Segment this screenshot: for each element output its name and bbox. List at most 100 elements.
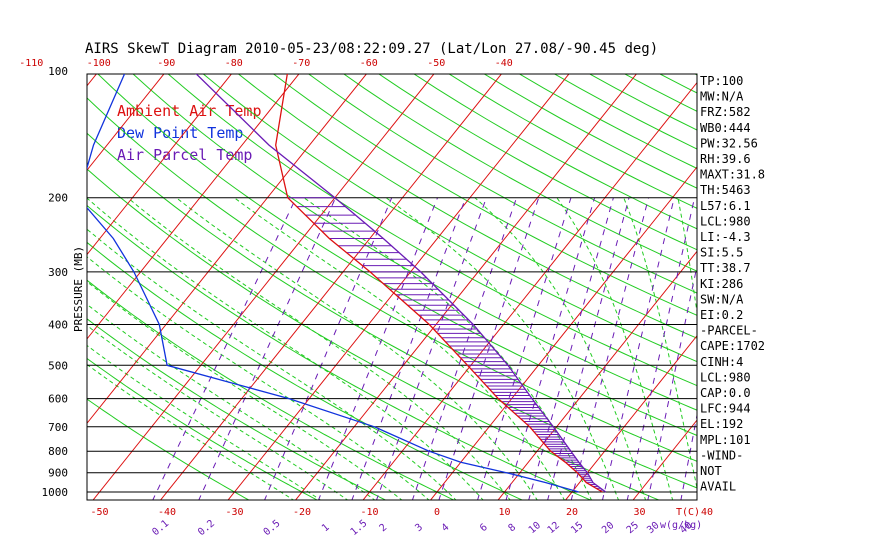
legend: Ambient Air Temp Dew Point Temp Air Parcel… (117, 102, 262, 164)
top-temperature-tick-label: -50 (427, 58, 445, 69)
mixing-ratio-unit-label: w(g/kg) (660, 520, 702, 531)
y-axis-label: PRESSURE (MB) (72, 246, 85, 332)
mixing-ratio-tick-label: 20 (600, 520, 616, 536)
mixing-ratio-line (198, 197, 337, 500)
dry-adiabat-line (378, 74, 697, 251)
top-temperature-tick-label: -90 (157, 58, 175, 69)
isotherm-line (159, 74, 503, 500)
pressure-tick-label: 200 (48, 192, 68, 205)
dry-adiabat-line (343, 74, 697, 272)
isotherm-line (362, 81, 697, 500)
mixing-ratio-line (411, 197, 518, 500)
sounding-index-entry: LI:-4.3 (700, 230, 751, 244)
dry-adiabat-line (87, 97, 697, 462)
mixing-ratio-line (528, 197, 614, 500)
top-temperature-tick-label: -70 (292, 58, 310, 69)
isotherm-line (87, 74, 368, 425)
mixing-ratio-tick-label: 8 (507, 522, 519, 534)
sounding-index-entry: CAP:0.0 (700, 386, 751, 400)
mixing-ratio-tick-label: 6 (478, 522, 490, 534)
top-temperature-tick-label: -80 (225, 58, 243, 69)
sounding-index-entry: FRZ:582 (700, 105, 751, 119)
plot-frame (86, 73, 698, 501)
isotherm-line (767, 30, 870, 501)
mixing-ratio-line (601, 197, 675, 500)
moist-adiabat-line (87, 197, 484, 500)
sounding-index-entry: CINH:4 (700, 355, 743, 369)
mixing-ratio-line (570, 197, 650, 500)
top-temperature-tick-label: -40 (495, 58, 513, 69)
dry-adiabat-line (87, 204, 592, 500)
top-temperature-tick-label: -100 (87, 58, 111, 69)
moist-adiabat-line (87, 303, 376, 500)
moist-adiabat-line (87, 281, 403, 500)
bottom-temperature-tick-label: -30 (225, 507, 243, 518)
pressure-tick-label: 500 (48, 359, 68, 372)
dry-adiabat-line (87, 398, 250, 500)
dry-adiabat-line (518, 74, 697, 169)
moist-adiabat-line (623, 197, 697, 491)
sounding-index-entry: CAPE:1702 (700, 339, 765, 353)
mixing-ratio-tick-label: 15 (569, 520, 585, 536)
sounding-index-entry: AVAIL (700, 480, 736, 494)
isotherm-line (87, 74, 300, 340)
dry-adiabat-line (167, 74, 697, 387)
moist-adiabat-line (556, 197, 674, 500)
isotherm-line (87, 74, 165, 171)
moist-adiabat-line (87, 344, 322, 500)
bottom-temperature-tick-label: -20 (293, 507, 311, 518)
sounding-index-entry: LCL:980 (700, 370, 751, 384)
isotherm-line (564, 334, 697, 500)
sounding-index-entry: RH:39.6 (700, 152, 751, 166)
mixing-ratio-line (438, 197, 540, 500)
sounding-index-entry: -PARCEL- (700, 324, 758, 338)
sounding-index-entry: TH:5463 (700, 183, 751, 197)
mixing-ratio-line (647, 263, 697, 500)
dry-adiabat-line (588, 74, 697, 131)
sounding-index-entry: SW:N/A (700, 292, 744, 306)
bottom-temperature-tick-label: -50 (90, 507, 108, 518)
sounding-index-entry: TP:100 (700, 74, 743, 88)
sounding-index-entry: KI:286 (700, 277, 743, 291)
bottom-temperature-tick-label: -10 (360, 507, 378, 518)
isotherm-line (92, 74, 435, 500)
pressure-tick-label: 100 (48, 65, 68, 78)
sounding-index-entry: MAXT:31.8 (700, 168, 765, 182)
legend-entry: Ambient Air Temp (117, 102, 262, 120)
sounding-index-entry: EL:192 (700, 417, 743, 431)
pressure-tick-label: 300 (48, 266, 68, 279)
ambient-air-temp-curve (275, 74, 603, 493)
mixing-ratio-line (680, 412, 697, 500)
bottom-temperature-tick-label: 10 (498, 507, 510, 518)
grid-lines (87, 30, 870, 501)
mixing-ratio-line (547, 197, 630, 500)
dry-adiabat-line (87, 318, 387, 500)
mixing-ratio-tick-label: 4 (440, 522, 452, 534)
mixing-ratio-tick-label: 2 (378, 522, 390, 534)
sounding-curves (87, 74, 607, 493)
dry-adiabat-line (272, 74, 697, 316)
mixing-ratio-tick-label: 1 (320, 522, 332, 534)
dew-point-temp-curve (87, 74, 579, 493)
top-temperature-tick-label: -110 (19, 58, 43, 69)
mixing-ratio-tick-label: 10 (527, 520, 543, 536)
sounding-index-entry: EI:0.2 (700, 308, 743, 322)
sounding-index-entry: PW:32.56 (700, 136, 758, 150)
sounding-index-entry: LCL:980 (700, 214, 751, 228)
isotherm-line (294, 74, 638, 500)
moist-adiabat-line (87, 256, 430, 500)
mixing-ratio-line (351, 197, 467, 500)
mixing-ratio-tick-label: 0.5 (262, 518, 283, 538)
mixing-ratio-tick-label: 12 (546, 520, 562, 536)
mixing-ratio-line (505, 197, 596, 500)
dry-adiabat-line (307, 74, 697, 294)
moist-adiabat-line (87, 363, 295, 500)
dry-adiabat-line (97, 74, 697, 436)
mixing-ratio-tick-label: 1.5 (349, 518, 370, 538)
mixing-ratio-tick-label: 25 (625, 520, 641, 536)
dry-adiabat-line (202, 74, 697, 363)
dry-adiabat-line (87, 357, 319, 500)
top-temperature-tick-label: -60 (360, 58, 378, 69)
